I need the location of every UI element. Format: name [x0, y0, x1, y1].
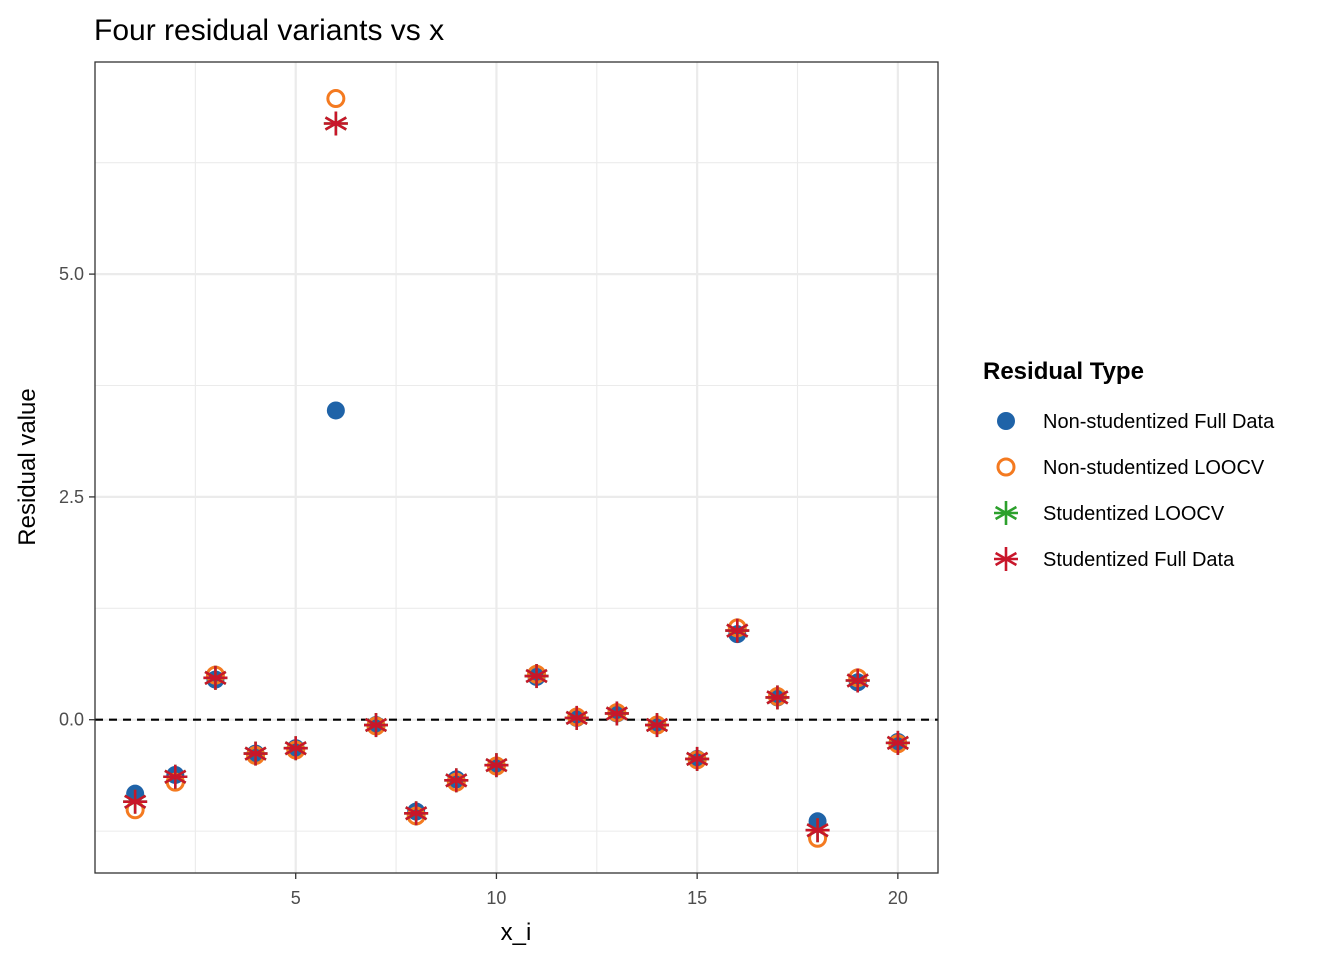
y-tick-label: 5.0: [59, 264, 84, 284]
data-point: [524, 664, 549, 689]
x-tick-label: 5: [291, 888, 301, 908]
chart-title: Four residual variants vs x: [94, 14, 444, 47]
data-points: [123, 89, 910, 848]
data-point: [604, 701, 629, 726]
legend-key: [994, 501, 1018, 525]
data-point: [243, 741, 268, 766]
series-studentized-loocv: [123, 111, 910, 843]
series-non-studentized-loocv: [125, 89, 908, 848]
data-point: [283, 736, 308, 761]
y-axis-title: Residual value: [14, 388, 41, 545]
legend-key: [994, 547, 1018, 571]
data-point: [326, 89, 346, 109]
legend-label: Non-studentized Full Data: [1043, 411, 1275, 433]
legend-label: Studentized LOOCV: [1043, 503, 1225, 525]
data-point: [885, 730, 910, 755]
data-point: [725, 618, 750, 643]
legend-label: Non-studentized LOOCV: [1043, 457, 1265, 479]
data-point: [404, 801, 429, 826]
x-tick-label: 15: [687, 888, 707, 908]
legend-label: Studentized Full Data: [1043, 549, 1235, 571]
data-point: [323, 111, 348, 136]
data-point: [123, 789, 148, 814]
y-tick-label: 2.5: [59, 487, 84, 507]
data-point: [765, 685, 790, 710]
data-point: [845, 668, 870, 693]
data-point: [484, 753, 509, 778]
data-point: [645, 713, 669, 738]
data-point: [326, 401, 345, 420]
data-point: [444, 768, 469, 793]
data-point: [364, 713, 388, 738]
data-point: [805, 818, 830, 843]
x-tick-label: 10: [486, 888, 506, 908]
x-tick-label: 20: [888, 888, 908, 908]
legend-title: Residual Type: [983, 358, 1144, 385]
series-non-studentized-full-data: [126, 401, 907, 831]
legend-item: Studentized LOOCV: [994, 501, 1225, 525]
series-studentized-full-data: [123, 111, 910, 843]
legend-item: Non-studentized Full Data: [997, 411, 1275, 433]
grid-lines: [95, 62, 938, 873]
x-axis-ticks: 5 10 15 20: [291, 873, 908, 908]
legend-item: Studentized Full Data: [994, 547, 1235, 571]
legend-key: [997, 412, 1015, 430]
legend-item: Non-studentized LOOCV: [996, 457, 1265, 479]
data-point: [163, 764, 188, 789]
y-axis-ticks: 0.0 2.5 5.0: [59, 264, 95, 730]
data-point: [685, 746, 710, 771]
plot-panel-border: [94, 61, 939, 874]
x-axis-title: x_i: [501, 919, 532, 946]
legend-key: [996, 457, 1016, 477]
data-point: [203, 665, 228, 690]
y-tick-label: 0.0: [59, 710, 84, 730]
data-point: [564, 705, 589, 730]
legend: Residual Type Non-studentized Full Data N…: [983, 358, 1275, 571]
